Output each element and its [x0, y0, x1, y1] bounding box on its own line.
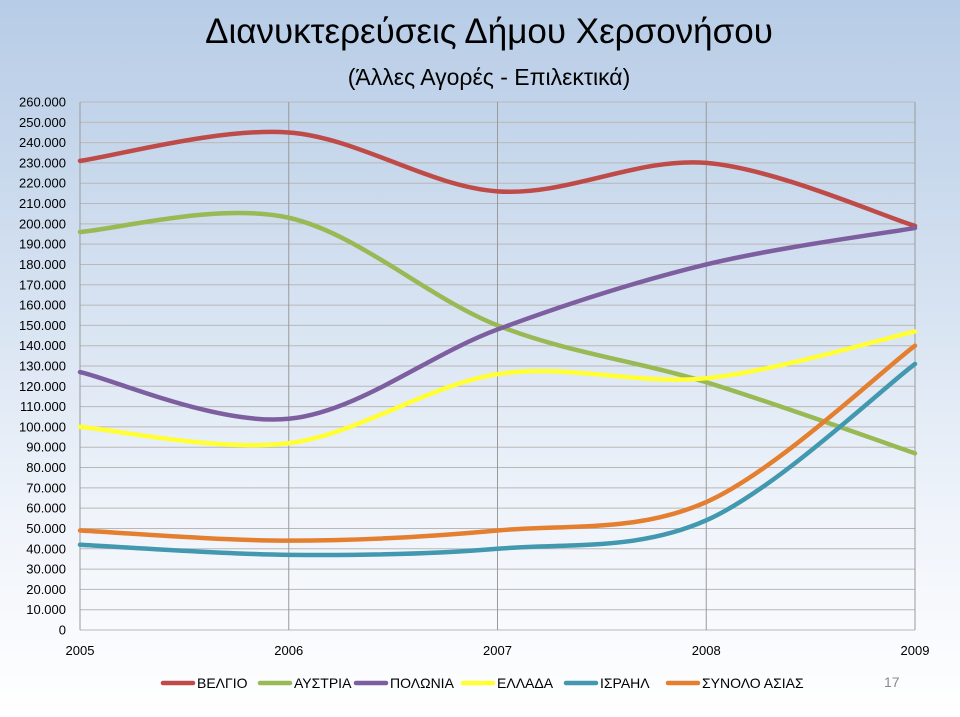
chart-subtitle: (Άλλες Αγορές - Επιλεκτικά) [347, 64, 631, 90]
y-tick-label: 180.000 [19, 257, 66, 272]
x-tick-label: 2006 [274, 643, 303, 658]
y-tick-label: 0 [59, 623, 66, 638]
series-line-5 [77, 361, 918, 558]
legend: ΒΕΛΓΙΟ ΑΥΣΤΡΙΑ ΠΟΛΩΝΙΑ ΕΛΛΑΔΑ ΙΣΡΑΗΛ ΣΥΝΟΛΟ Α… [160, 675, 804, 691]
x-tick-label: 2009 [901, 643, 930, 658]
series-line-1 [77, 129, 918, 229]
y-tick-label: 10.000 [26, 602, 66, 617]
y-axis-tick-labels: 0 10.000 20.000 30.000 40.000 50.000 60.000 70.… [19, 95, 66, 638]
series-lines [77, 129, 918, 558]
x-axis-tick-labels: 2005 2006 2007 2008 2009 [66, 643, 930, 658]
legend-label: ΣΥΝΟΛΟ ΑΣΙΑΣ [702, 675, 804, 691]
y-tick-label: 150.000 [19, 318, 66, 333]
x-tick-label: 2005 [66, 643, 95, 658]
y-tick-label: 80.000 [26, 460, 66, 475]
y-tick-label: 60.000 [26, 501, 66, 516]
y-tick-label: 110.000 [20, 399, 66, 414]
y-tick-label: 200.000 [19, 216, 66, 231]
series-line-2 [77, 210, 918, 456]
y-tick-label: 210.000 [19, 196, 66, 211]
legend-label: ΠΟΛΩΝΙΑ [390, 675, 455, 691]
y-tick-label: 160.000 [19, 298, 66, 313]
page-number: 17 [884, 674, 900, 690]
x-tick-label: 2007 [483, 643, 512, 658]
y-tick-label: 240.000 [19, 135, 66, 150]
y-tick-label: 100.000 [19, 419, 66, 434]
legend-label: ΑΥΣΤΡΙΑ [294, 675, 352, 691]
y-tick-label: 30.000 [26, 562, 66, 577]
y-tick-label: 70.000 [26, 480, 66, 495]
y-tick-label: 250.000 [19, 115, 66, 130]
series-line-3 [77, 225, 918, 422]
series-line-4 [77, 329, 918, 448]
y-tick-label: 170.000 [19, 277, 66, 292]
y-tick-label: 90.000 [26, 440, 66, 455]
chart-title: Διανυκτερεύσεις Δήμου Χερσονήσου [205, 12, 773, 51]
y-tick-label: 20.000 [26, 582, 66, 597]
y-tick-label: 40.000 [26, 541, 66, 556]
y-tick-label: 140.000 [19, 338, 66, 353]
y-tick-label: 230.000 [19, 155, 66, 170]
y-tick-label: 190.000 [19, 237, 66, 252]
legend-label: ΙΣΡΑΗΛ [600, 675, 650, 691]
y-tick-label: 220.000 [19, 176, 66, 191]
grid-lines [79, 101, 916, 631]
legend-label: ΒΕΛΓΙΟ [197, 675, 248, 691]
y-tick-label: 120.000 [19, 379, 66, 394]
legend-label: ΕΛΛΑΔΑ [497, 675, 554, 691]
series-line-6 [77, 343, 918, 543]
y-tick-label: 130.000 [19, 359, 66, 374]
y-tick-label: 260.000 [19, 95, 66, 110]
x-tick-label: 2008 [692, 643, 721, 658]
y-tick-label: 50.000 [26, 521, 66, 536]
